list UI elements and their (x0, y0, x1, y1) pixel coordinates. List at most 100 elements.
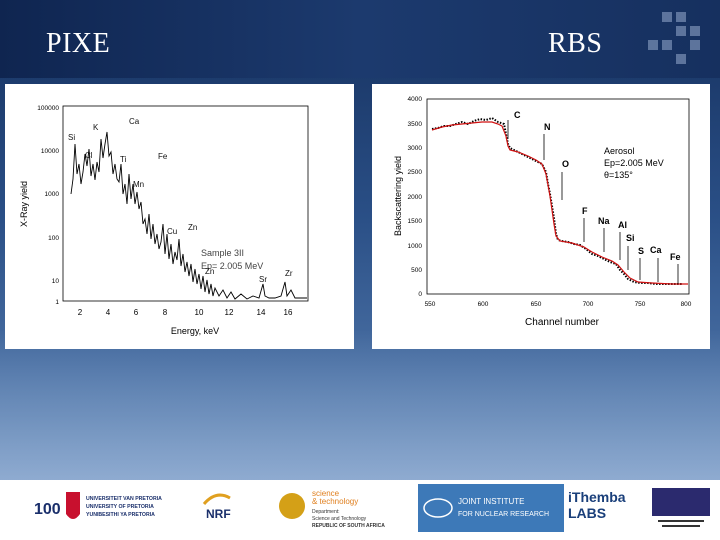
rbs-element-label: C (514, 110, 521, 120)
up-name-sepedi: YUNIBESITHI YA PRETORIA (86, 512, 155, 518)
dst-logo: science & technology Department: Science… (276, 484, 404, 532)
pixe-peak-label: Zn (188, 223, 197, 232)
rbs-scattering-angle: θ=135° (604, 170, 633, 180)
rbs-ytick: 1500 (408, 218, 423, 225)
pixe-xtick: 4 (106, 308, 111, 317)
pixe-ytick: 100000 (37, 105, 59, 112)
pixe-sample-name: Sample 3II (201, 248, 244, 258)
nrf-swoosh-icon (202, 493, 231, 506)
rbs-spectrum-panel: 4000 3500 3000 2500 2000 1500 1000 500 0… (372, 84, 710, 349)
nrf-logo: NRF (196, 484, 256, 532)
coat-of-arms-icon (279, 493, 305, 519)
jinr-line-2: FOR NUCLEAR RESEARCH (458, 511, 549, 518)
pixe-peak-label: Zr (285, 269, 293, 278)
rbs-plot-frame (426, 98, 690, 295)
up-crest-icon (66, 492, 80, 519)
pixe-xtick: 8 (163, 308, 168, 317)
rbs-data-points (431, 116, 682, 285)
pixe-ytick: 10 (52, 278, 60, 285)
rbs-element-label: Ca (650, 245, 662, 255)
pixe-peak-label: Fe (158, 152, 168, 161)
rbs-xtick: 550 (425, 301, 436, 308)
rbs-fit-curve (431, 121, 688, 285)
rbs-element-label: Na (598, 216, 610, 226)
up-centenary-number: 100 (34, 501, 61, 518)
up-name-english: UNIVERSITY OF PRETORIA (86, 504, 154, 510)
rbs-xlabel: Channel number (525, 317, 600, 328)
pixe-xlabel: Energy, keV (171, 326, 219, 336)
pixe-peak-label: Sr (259, 275, 267, 284)
rbs-ytick: 2500 (408, 169, 423, 176)
decorative-squares (642, 12, 702, 72)
rbs-beam-energy: Ep=2.005 MeV (604, 158, 664, 168)
ithemba-line-1: iThemba (568, 489, 626, 505)
pixe-peak-label: Ca (129, 117, 140, 126)
pixe-peak-label: Cl (85, 151, 93, 160)
pixe-ytick: 1000 (45, 191, 60, 198)
rbs-ytick: 3500 (408, 121, 423, 128)
crest-caption-line (662, 525, 700, 527)
rbs-element-label: Al (618, 220, 627, 230)
rbs-xtick: 700 (583, 301, 594, 308)
pixe-spectrum-chart: 100000 10000 1000 100 10 1 2 4 6 8 10 12… (19, 105, 309, 336)
pixe-xtick: 10 (195, 308, 204, 317)
rbs-ytick: 1000 (408, 243, 423, 250)
pixe-ytick: 10000 (41, 148, 59, 155)
pixe-beam-energy: Ep= 2.005 MeV (201, 261, 263, 271)
header-band (0, 0, 720, 78)
rbs-xtick: 750 (635, 301, 646, 308)
pixe-ytick: 1 (55, 299, 59, 306)
jinr-line-1: JOINT INSTITUTE (458, 497, 525, 506)
pixe-peak-label: Mn (133, 180, 144, 189)
pixe-peak-label: Si (68, 133, 75, 142)
ithemba-line-2: LABS (568, 505, 606, 521)
pixe-ytick: 100 (48, 235, 59, 242)
pixe-plot-frame (62, 105, 309, 302)
dst-line-3: Department: (312, 509, 340, 515)
jinr-logo: JOINT INSTITUTE FOR NUCLEAR RESEARCH (418, 484, 564, 532)
rbs-sample-name: Aerosol (604, 146, 635, 156)
rbs-element-label: O (562, 159, 569, 169)
crest-caption-line (658, 520, 704, 522)
rbs-xtick: 600 (478, 301, 489, 308)
pixe-peak-label: Ti (120, 155, 127, 164)
footer-logo-strip (0, 480, 720, 540)
dst-line-4: Science and Technology (312, 516, 367, 522)
rbs-element-label: Si (626, 233, 635, 243)
university-of-pretoria-logo: 100 UNIVERSITEIT VAN PRETORIA UNIVERSITY… (32, 484, 192, 532)
pixe-peak-label: Cu (167, 227, 177, 236)
pixe-spectrum-panel: 100000 10000 1000 100 10 1 2 4 6 8 10 12… (5, 84, 354, 349)
ithemba-labs-logo: iThemba LABS (566, 484, 638, 532)
up-name-afrikaans: UNIVERSITEIT VAN PRETORIA (86, 496, 162, 502)
rbs-title: RBS (548, 28, 603, 59)
rbs-ytick: 0 (418, 291, 422, 298)
pixe-peak-label: Zn (205, 267, 214, 276)
rbs-element-label: N (544, 122, 551, 132)
rbs-edge-arrows (507, 120, 679, 284)
rbs-spectrum-chart: 4000 3500 3000 2500 2000 1500 1000 500 0… (393, 96, 692, 328)
rbs-ylabel: Backscattering yield (393, 156, 403, 236)
pixe-xtick: 12 (225, 308, 234, 317)
rbs-ytick: 3000 (408, 145, 423, 152)
nrf-label: NRF (206, 507, 231, 521)
dst-line-5: REPUBLIC OF SOUTH AFRICA (312, 523, 385, 529)
rbs-element-label: Fe (670, 252, 681, 262)
rbs-element-label: S (638, 246, 644, 256)
rbs-ytick: 4000 (408, 96, 423, 103)
dst-line-2: & technology (312, 497, 358, 506)
rbs-element-label: F (582, 206, 588, 216)
university-crest-logo (646, 484, 716, 532)
crest-shield-icon (652, 488, 710, 516)
pixe-xtick: 14 (257, 308, 266, 317)
rbs-xtick: 650 (531, 301, 542, 308)
pixe-xtick: 16 (284, 308, 293, 317)
pixe-xtick: 2 (78, 308, 83, 317)
pixe-spectrum-trace (70, 131, 307, 300)
jinr-atom-icon (423, 498, 453, 518)
pixe-xtick: 6 (134, 308, 139, 317)
pixe-ylabel: X-Ray yield (19, 181, 29, 227)
rbs-ytick: 500 (411, 267, 422, 274)
pixe-title: PIXE (46, 28, 111, 59)
background-building-photo (0, 330, 720, 480)
dst-line-1: science (312, 489, 340, 498)
